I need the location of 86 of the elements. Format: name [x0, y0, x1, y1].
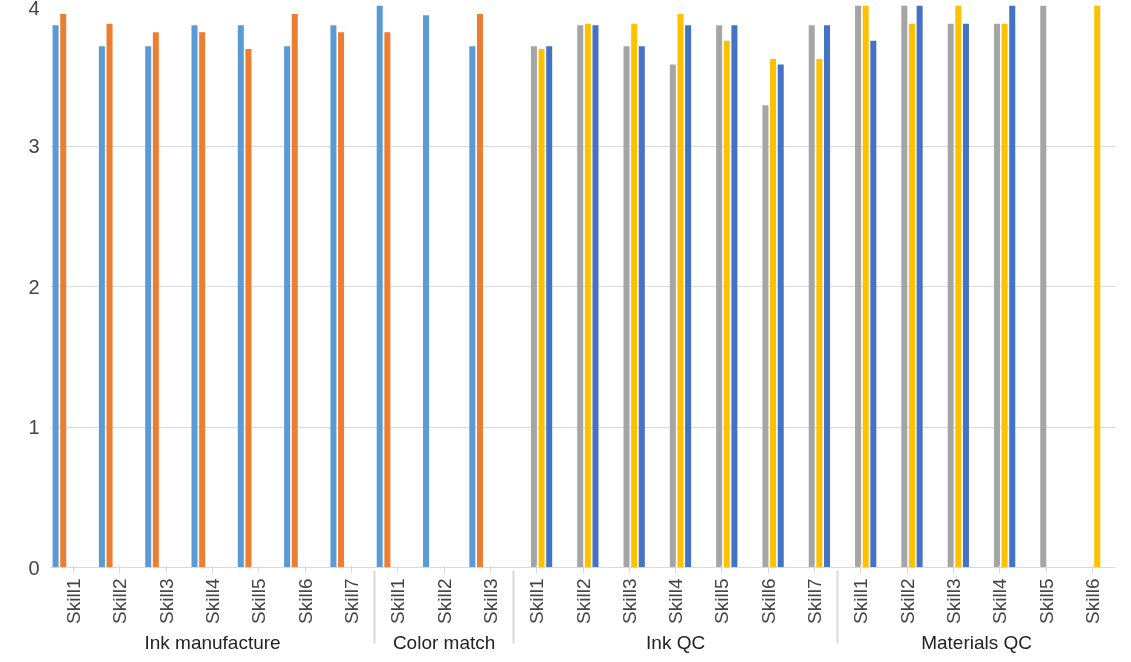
bar [476, 13, 483, 568]
x-tick-label: Skill4 [665, 578, 687, 624]
bar [1040, 5, 1047, 568]
bar [106, 23, 113, 568]
bar [284, 46, 291, 568]
x-tick-label: Skill7 [804, 578, 826, 624]
x-tick-label: Skill4 [202, 578, 224, 624]
x-tick-label: Skill5 [248, 578, 270, 624]
x-tick-label: Skill6 [294, 578, 316, 624]
bar [723, 40, 730, 568]
bar [770, 58, 777, 568]
x-tick-label: Skill7 [340, 578, 362, 624]
bar [762, 105, 769, 568]
bar [577, 25, 584, 568]
bar [731, 25, 738, 568]
x-tick-label: Skill1 [387, 578, 409, 624]
x-tick-label: Skill1 [850, 578, 872, 624]
bar [623, 46, 630, 568]
x-tick-label: Skill4 [989, 578, 1011, 624]
bar [291, 13, 298, 568]
bar [685, 25, 692, 568]
bar [862, 5, 869, 568]
bar [98, 46, 105, 568]
bar [631, 23, 638, 568]
bar [469, 46, 476, 568]
bar [546, 46, 553, 568]
bar [60, 13, 67, 568]
bar [592, 25, 599, 568]
bar [716, 25, 723, 568]
bar [777, 64, 784, 568]
x-tick-label: Skill2 [109, 578, 131, 624]
bar [145, 46, 152, 568]
bar [52, 25, 59, 568]
bar [816, 58, 823, 568]
bar [870, 40, 877, 568]
y-tick-label: 2 [28, 275, 40, 298]
y-tick-label: 3 [28, 135, 40, 157]
bar [955, 5, 962, 568]
bar [245, 49, 252, 568]
bar [538, 49, 545, 568]
text: Ink manufacture [144, 631, 281, 653]
bar [191, 25, 198, 568]
bar [199, 32, 206, 568]
x-tick-label: Skill6 [1081, 578, 1103, 624]
x-tick-label: Skill3 [479, 578, 501, 624]
text: Materials QC [921, 631, 1033, 653]
x-tick-label: Skill2 [896, 578, 918, 624]
x-tick-label: Skill1 [63, 578, 85, 624]
x-tick-label: Skill3 [942, 578, 964, 624]
x-tick-label: Skill2 [433, 578, 455, 624]
bar [824, 25, 831, 568]
bar [237, 25, 244, 568]
bar [330, 25, 337, 568]
bar [376, 5, 383, 568]
bar [677, 13, 684, 568]
bar [916, 5, 923, 568]
bar [947, 23, 954, 568]
bar [669, 64, 676, 568]
bar [530, 46, 537, 568]
bar [423, 15, 430, 568]
x-tick-label: Skill2 [572, 578, 594, 624]
x-tick-label: Skill3 [155, 578, 177, 624]
bar [808, 25, 815, 568]
bar [1094, 5, 1101, 568]
bar [152, 32, 159, 568]
x-tick-label: Skill5 [1035, 578, 1057, 624]
bar [338, 32, 345, 568]
y-tick-label: 0 [28, 556, 40, 579]
bar [638, 46, 645, 568]
bar [855, 5, 862, 568]
bar [584, 23, 591, 568]
bar [901, 5, 908, 568]
x-tick-label: Skill6 [757, 578, 779, 624]
bar [962, 23, 969, 568]
bar [1009, 5, 1016, 568]
bar [1001, 23, 1008, 568]
bar [384, 32, 391, 568]
y-tick-label: 4 [28, 0, 40, 19]
x-tick-label: Skill3 [618, 578, 640, 624]
x-tick-label: Skill1 [526, 578, 548, 624]
x-tick-label: Skill5 [711, 578, 733, 624]
text: Color match [392, 631, 496, 653]
y-tick-label: 1 [28, 416, 40, 438]
bar [908, 23, 915, 568]
bar [993, 23, 1000, 568]
text: Ink QC [646, 631, 706, 653]
